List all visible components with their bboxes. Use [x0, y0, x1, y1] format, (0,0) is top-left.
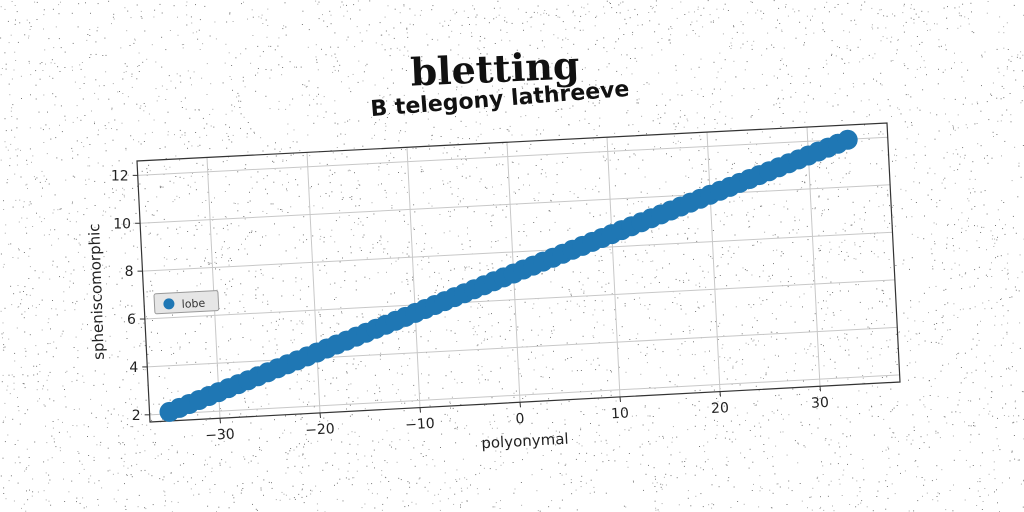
y-gridline — [142, 231, 893, 272]
x-tick-label: 30 — [811, 395, 830, 412]
x-tick-label: 0 — [515, 411, 525, 427]
x-gridline — [706, 132, 721, 392]
figure-title: bletting — [410, 42, 581, 94]
y-gridline — [147, 326, 898, 368]
x-tick — [319, 412, 321, 418]
x-tick-label: 20 — [711, 400, 730, 417]
plot-group: B telegony lathreeve −30 −20 −10 0 10 20 30246… — [85, 77, 901, 453]
x-tick-label: −30 — [205, 427, 235, 445]
x-tick — [819, 386, 821, 392]
y-tick-label: 6 — [127, 312, 136, 328]
x-gridline — [606, 137, 621, 397]
x-gridline — [306, 152, 321, 413]
x-gridline — [406, 147, 421, 408]
y-gridline — [149, 374, 900, 416]
axes-layer: −30 −20 −10 0 10 20 30 2 4 6 8 10 12 polyonymal spheni… — [85, 122, 901, 453]
legend-label: lobe — [181, 297, 205, 311]
x-gridline — [206, 157, 221, 419]
y-gridline — [144, 279, 895, 320]
y-tick-label: 2 — [132, 408, 141, 424]
x-gridline — [806, 127, 821, 387]
y-gridline — [137, 136, 888, 176]
x-axis-label: polyonymal — [481, 430, 569, 453]
y-tick-label: 12 — [111, 168, 129, 184]
data-point — [837, 129, 858, 150]
y-gridline — [140, 184, 891, 224]
x-tick — [619, 396, 621, 402]
y-tick-label: 10 — [113, 216, 131, 232]
x-tick — [719, 391, 721, 397]
x-tick — [219, 418, 221, 424]
y-tick-label: 8 — [125, 264, 134, 280]
plot-frame — [136, 122, 901, 423]
x-tick — [419, 407, 421, 413]
x-tick-label: −10 — [405, 416, 435, 434]
y-axis-label: spheniscomorphic — [85, 223, 108, 360]
legend-marker — [163, 298, 175, 310]
x-tick-label: 10 — [611, 405, 630, 422]
x-tick — [519, 402, 521, 408]
y-tick-label: 4 — [129, 360, 138, 376]
x-tick-label: −20 — [305, 421, 335, 439]
